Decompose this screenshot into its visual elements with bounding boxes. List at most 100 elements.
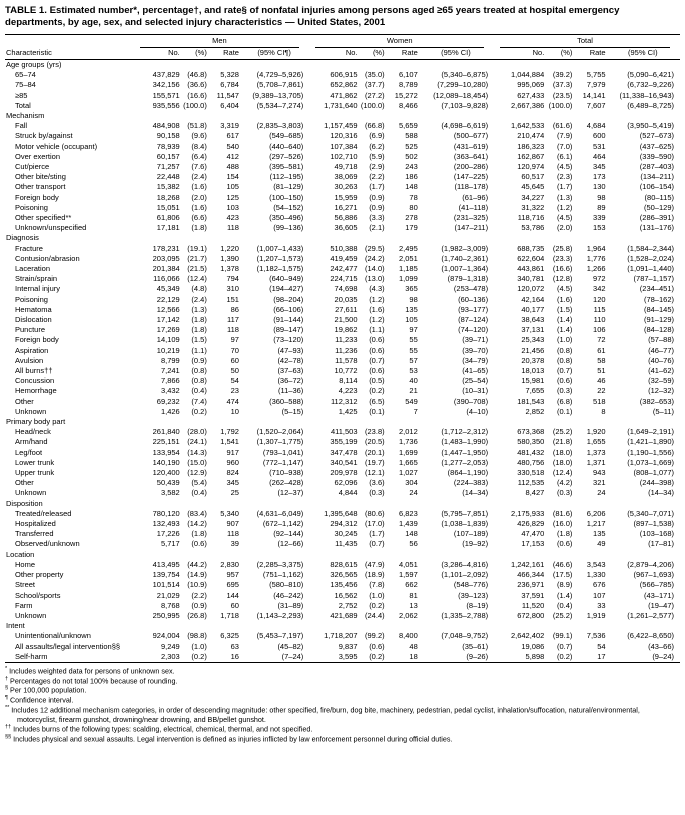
cell: (147–225) [453, 172, 489, 182]
table-row: Total 935,556 (100.0) 6,404 (5,534–7,274) 1,7… [5, 101, 680, 111]
cell: (92–144) [273, 529, 304, 539]
cell: 55 [409, 335, 418, 345]
table-row: Concussion 7,866 (0.8) 54 (36–72) 8,114 (0.5) 4… [5, 376, 680, 386]
cell: (4,729–5,926) [256, 70, 304, 80]
total-no-header: No. [494, 47, 545, 60]
cell: (46.6) [552, 559, 573, 569]
row-label: Unknown [15, 610, 47, 620]
cell: 355,199 [330, 437, 358, 447]
cell: (7.6) [191, 161, 207, 171]
table-row: Unintentional/unknown 924,004 (98.8) 6,325 (… [5, 631, 680, 641]
cell: (35–61) [462, 641, 489, 651]
cell: 80 [409, 202, 418, 212]
cell: (78–162) [643, 294, 674, 304]
cell: 250,995 [152, 610, 180, 620]
cell: 179 [405, 223, 418, 233]
row-label: Leg/foot [15, 447, 43, 457]
section-header-row: Location [5, 550, 680, 560]
section-header-row: Intent [5, 621, 680, 631]
cell: (1,483–1,990) [441, 437, 489, 447]
row-label: Foreign body [15, 335, 59, 345]
cell: 622,604 [517, 253, 545, 263]
cell: (1.7) [557, 182, 573, 192]
cell: 14,109 [156, 335, 180, 345]
cell: 828,615 [330, 559, 358, 569]
cell: (1.5) [191, 335, 207, 345]
cell: (5,534–7,274) [256, 100, 304, 110]
cell: (6.2) [369, 141, 385, 151]
cell: 155,571 [152, 90, 180, 100]
cell: (897–1,538) [633, 519, 674, 529]
cell: (1,421–1,890) [627, 437, 674, 447]
cell: 21 [409, 386, 418, 396]
cell: 69,232 [156, 396, 180, 406]
cell: (0.6) [369, 641, 385, 651]
cell: (5.9) [369, 151, 385, 161]
cell: 21,456 [521, 345, 545, 355]
cell: (0.8) [557, 345, 573, 355]
cell: 45,349 [156, 284, 180, 294]
cell: 1,792 [220, 427, 239, 437]
cell: (527–673) [639, 131, 674, 141]
cell: (35.0) [365, 70, 385, 80]
cell: 135,456 [330, 580, 358, 590]
section-header-row: Primary body part [5, 417, 680, 427]
cell: 110 [593, 315, 606, 325]
cell: 365 [405, 284, 418, 294]
cell: (437–625) [639, 141, 674, 151]
cell: (4.8) [191, 284, 207, 294]
cell: 17 [572, 651, 606, 663]
cell: (57–88) [648, 335, 674, 345]
cell: 525 [405, 141, 418, 151]
cell: (1.0) [369, 590, 385, 600]
cell: (100.0) [360, 100, 385, 110]
cell: 1,597 [398, 570, 418, 580]
cell: 17,226 [156, 529, 180, 539]
cell: (787–1,157) [633, 274, 674, 284]
cell: 15,382 [156, 182, 180, 192]
row-label: 65–74 [15, 70, 36, 80]
cell: (9–26) [417, 651, 495, 663]
cell: 24 [597, 488, 606, 498]
cell: 1,220 [220, 243, 239, 253]
cell: (112–195) [269, 172, 304, 182]
cell: 7 [413, 406, 418, 416]
cell: (73–120) [273, 335, 304, 345]
cell: (363–641) [453, 151, 489, 161]
cell: (0.9) [369, 202, 385, 212]
cell: (26.8) [187, 610, 207, 620]
cell: 70 [230, 345, 239, 355]
cell: 61,806 [156, 212, 180, 222]
cell: 278 [405, 212, 418, 222]
cell: 57 [409, 355, 418, 365]
row-label: Over exertion [15, 151, 61, 161]
cell: (5,708–7,861) [256, 80, 304, 90]
cell: 662 [405, 580, 418, 590]
cell: (7.0) [557, 141, 573, 151]
cell: 120,072 [517, 284, 545, 294]
cell: 1,655 [586, 437, 606, 447]
cell: (8–19) [466, 600, 489, 610]
cell: 1,044,884 [510, 70, 545, 80]
table-row: Other 50,439 (5.4) 345 (262–428) 62,096 (3.6) 3… [5, 478, 680, 488]
cell: 130 [593, 182, 606, 192]
men-rate-header: Rate [206, 47, 239, 60]
table-row: Poisoning 22,129 (2.4) 151 (98–204) 20,035 (1.… [5, 295, 680, 305]
cell: 326,565 [330, 570, 358, 580]
table-row: Aspiration 10,219 (1.1) 70 (47–93) 11,236 (0.6… [5, 346, 680, 356]
cell: (107–189) [453, 529, 489, 539]
cell: 11,520 [521, 600, 545, 610]
cell: (2.4) [191, 172, 207, 182]
cell: 81 [409, 590, 418, 600]
table-row: Treated/released 780,120 (83.4) 5,340 (4,631… [5, 509, 680, 519]
cell: 2,852 [525, 406, 545, 416]
cell: (12.4) [552, 468, 573, 478]
cell: 1,395,648 [324, 508, 358, 518]
cell: 411,503 [330, 427, 358, 437]
cell: 7,607 [586, 100, 606, 110]
cell: 2,051 [398, 253, 418, 263]
cell: (13.0) [365, 274, 385, 284]
cell: 1,390 [220, 253, 239, 263]
cell: 627,433 [517, 90, 545, 100]
cell: 74,698 [334, 284, 358, 294]
